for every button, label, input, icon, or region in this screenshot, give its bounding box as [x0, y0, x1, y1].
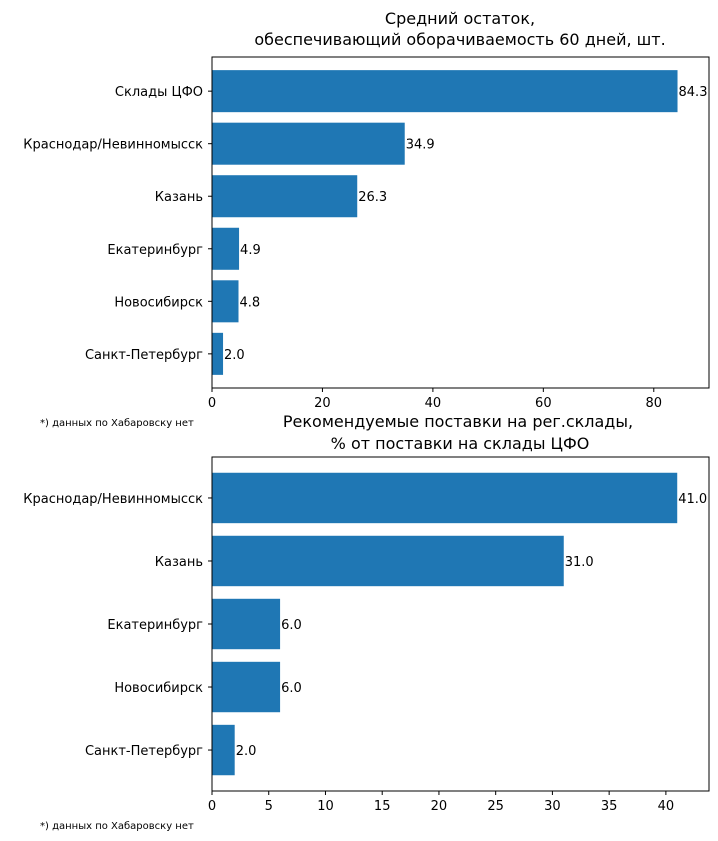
chart-1-bars: 84.3 34.9 26.3 4.9 4.8 2.0: [212, 70, 707, 375]
chart-2-title-line-1: Рекомендуемые поставки на рег.склады,: [283, 412, 633, 431]
chart-2-x-axis: 0 5 10 15 20 25 30 35 40: [208, 791, 674, 814]
chart-2-bars: 41.0 31.0 6.0 6.0 2.0: [212, 472, 707, 776]
chart-2-x-tick-label: 5: [265, 799, 273, 814]
chart-1-data-label: 26.3: [358, 190, 387, 205]
chart-2-category-label: Новосибирск: [114, 681, 203, 696]
chart-1-x-tick-label: 80: [646, 396, 663, 411]
chart-2-x-tick-label: 40: [658, 799, 675, 814]
chart-2-x-tick-label: 30: [544, 799, 561, 814]
chart-1-title-line-2: обеспечивающий оборачиваемость 60 дней, …: [254, 30, 665, 49]
chart-2-bar: [212, 472, 678, 524]
chart-1-x-tick-label: 20: [314, 396, 331, 411]
chart-1-data-label: 2.0: [224, 348, 245, 363]
chart-2-bar: [212, 661, 281, 713]
chart-2-bar: [212, 598, 281, 650]
chart-1-bar: [212, 227, 240, 270]
chart-2-data-label: 31.0: [565, 555, 594, 570]
chart-1-data-label: 34.9: [406, 138, 435, 153]
chart-2-category-label: Казань: [155, 555, 203, 570]
chart-1-bar: [212, 175, 358, 218]
chart-2-x-tick-label: 25: [487, 799, 504, 814]
chart-2-bar: [212, 535, 564, 587]
chart-2-title-line-2: % от поставки на склады ЦФО: [331, 434, 590, 453]
chart-1-x-tick-label: 0: [208, 396, 216, 411]
chart-1-data-label: 4.9: [240, 243, 261, 258]
chart-2-category-label: Санкт-Петербург: [85, 744, 203, 759]
chart-2-category-label: Екатеринбург: [107, 618, 203, 633]
chart-2-data-label: 41.0: [678, 492, 707, 507]
chart-1-category-label: Краснодар/Невинномысск: [23, 138, 203, 153]
chart-1-category-label: Екатеринбург: [107, 243, 203, 258]
chart-1-category-label: Санкт-Петербург: [85, 348, 203, 363]
chart-2-data-label: 6.0: [281, 618, 302, 633]
chart-1-plot-frame: [211, 56, 710, 389]
chart-1-x-tick-label: 40: [425, 396, 442, 411]
chart-1-title-line-1: Средний остаток,: [385, 9, 535, 28]
chart-1-x-tick-label: 60: [535, 396, 552, 411]
chart-2-x-tick-label: 35: [601, 799, 618, 814]
chart-2-plot-frame: [211, 456, 710, 792]
chart-1-footnote: *) данных по Хабаровску нет: [40, 418, 194, 429]
chart-1-bar: [212, 122, 405, 165]
chart-1-data-label: 4.8: [240, 295, 261, 310]
chart-2-category-label: Краснодар/Невинномысск: [23, 492, 203, 507]
chart-2-data-label: 2.0: [236, 744, 257, 759]
chart-1-bar: [212, 70, 678, 113]
chart-1-bar: [212, 332, 224, 375]
chart-2-x-tick-label: 20: [431, 799, 448, 814]
chart-2-bar: [212, 724, 235, 776]
chart-2-x-tick-label: 0: [208, 799, 216, 814]
chart-1-category-labels: Склады ЦФО Краснодар/Невинномысск Казань Ек…: [23, 85, 212, 363]
chart-2-data-label: 6.0: [281, 681, 302, 696]
chart-1-bar: [212, 280, 239, 323]
chart-1-category-label: Новосибирск: [114, 295, 203, 310]
chart-1-category-label: Казань: [155, 190, 203, 205]
chart-1-category-label: Склады ЦФО: [115, 85, 203, 100]
chart-1-x-axis: 0 20 40 60 80: [208, 388, 662, 411]
chart-2-footnote: *) данных по Хабаровску нет: [40, 821, 194, 832]
chart-2-x-tick-label: 10: [317, 799, 334, 814]
chart-2-category-labels: Краснодар/Невинномысск Казань Екатеринбург…: [23, 492, 212, 759]
chart-2-x-tick-label: 15: [374, 799, 391, 814]
chart-2: Рекомендуемые поставки на рег.склады, % …: [23, 412, 710, 832]
chart-1-data-label: 84.3: [679, 85, 708, 100]
chart-1: Средний остаток, обеспечивающий оборачив…: [23, 9, 710, 429]
